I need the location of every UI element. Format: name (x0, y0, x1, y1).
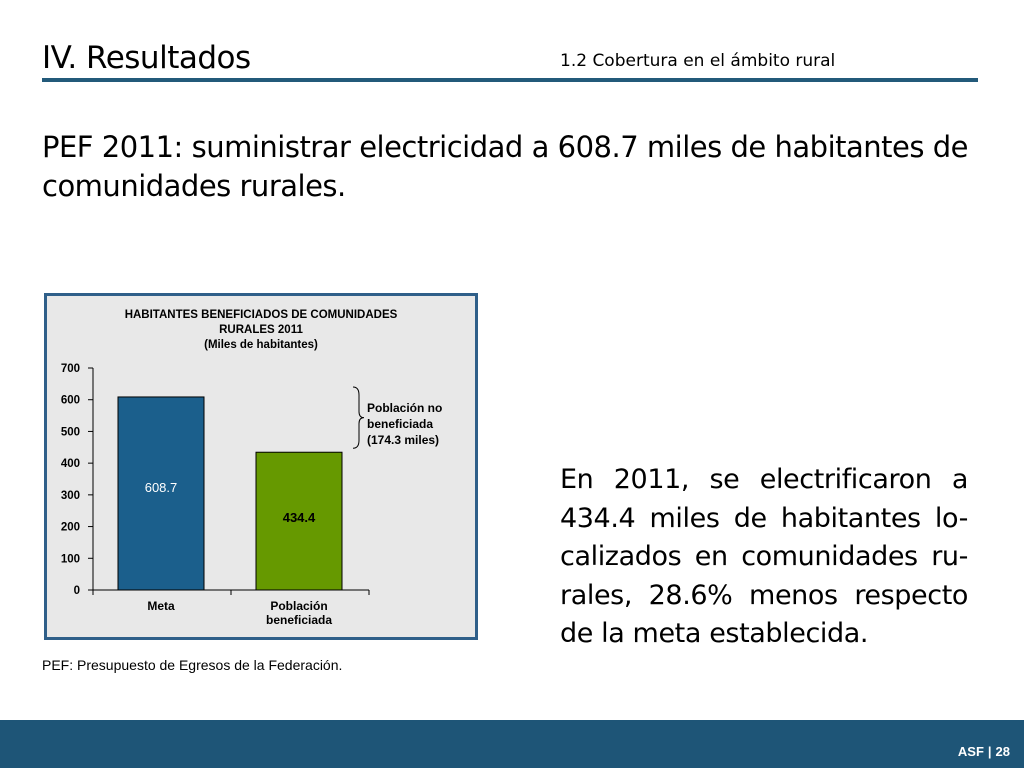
page-number: 28 (995, 744, 1010, 759)
annotation-bracket (352, 386, 365, 449)
x-category-label: Meta (147, 599, 175, 613)
chart-title-line: (Miles de habitantes) (204, 339, 318, 351)
x-category-label: Población (270, 599, 327, 613)
bar-chart: HABITANTES BENEFICIADOS DE COMUNIDADES RU… (44, 293, 478, 640)
y-tick-label: 500 (61, 426, 80, 438)
y-tick-label: 200 (61, 522, 80, 534)
y-tick-label: 600 (61, 395, 80, 407)
y-tick-label: 700 (61, 363, 80, 375)
x-category-label: beneficiada (266, 613, 332, 627)
section-subtitle: 1.2 Cobertura en el ámbito rural (560, 51, 836, 71)
y-tick-label: 100 (61, 553, 80, 565)
footer-brand: ASF (957, 744, 984, 759)
y-tick-label: 400 (61, 458, 80, 470)
lead-text: PEF 2011: suministrar electricidad a 608… (42, 130, 969, 203)
chart-canvas: HABITANTES BENEFICIADOS DE COMUNIDADES RU… (61, 309, 443, 627)
footer-label: ASF | 28 (958, 744, 1010, 759)
bar (117, 396, 205, 591)
footnote: PEF: Presupuesto de Egresos de la Federa… (42, 657, 343, 673)
y-tick-label: 300 (61, 490, 80, 502)
footer-separator: | (987, 744, 992, 759)
annotation-label: (174.3 miles) (367, 433, 439, 447)
summary-text: En 2011, se electrificaron a 434.4 miles… (560, 464, 968, 649)
chart-title-line: HABITANTES BENEFICIADOS DE COMUNIDADES (125, 309, 398, 321)
bar-value-label: 434.4 (283, 510, 316, 525)
y-tick-label: 0 (74, 585, 80, 597)
footer-bar: ASF | 28 (0, 720, 1024, 768)
bar-value-label: 608.7 (145, 480, 178, 495)
annotation-label: Población no (367, 401, 442, 415)
annotation-label: beneficiada (367, 417, 433, 431)
header-divider (42, 78, 978, 82)
chart-title-line: RURALES 2011 (219, 324, 303, 336)
page-title: IV. Resultados (42, 40, 251, 76)
bar (255, 451, 343, 591)
